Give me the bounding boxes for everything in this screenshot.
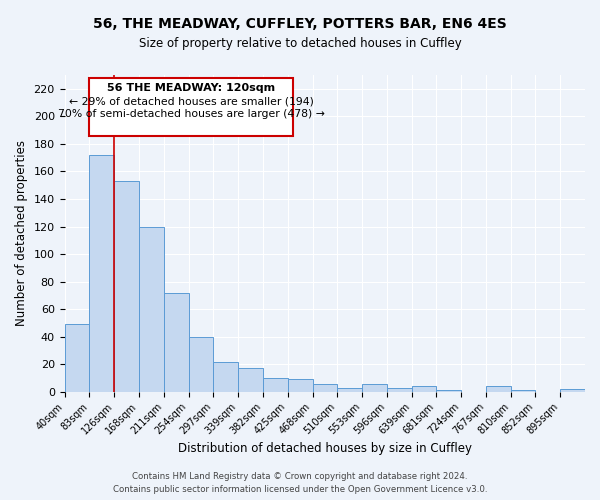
Bar bbox=[362, 384, 387, 392]
Text: Contains public sector information licensed under the Open Government Licence v3: Contains public sector information licen… bbox=[113, 485, 487, 494]
Text: Contains HM Land Registry data © Crown copyright and database right 2024.: Contains HM Land Registry data © Crown c… bbox=[132, 472, 468, 481]
Y-axis label: Number of detached properties: Number of detached properties bbox=[15, 140, 28, 326]
Bar bbox=[560, 389, 585, 392]
Text: ← 29% of detached houses are smaller (194): ← 29% of detached houses are smaller (19… bbox=[69, 96, 314, 106]
Bar bbox=[313, 384, 337, 392]
FancyBboxPatch shape bbox=[89, 78, 293, 136]
Bar bbox=[511, 390, 535, 392]
Text: 56, THE MEADWAY, CUFFLEY, POTTERS BAR, EN6 4ES: 56, THE MEADWAY, CUFFLEY, POTTERS BAR, E… bbox=[93, 18, 507, 32]
Text: Size of property relative to detached houses in Cuffley: Size of property relative to detached ho… bbox=[139, 38, 461, 51]
Bar bbox=[164, 292, 188, 392]
Bar bbox=[65, 324, 89, 392]
Bar bbox=[287, 380, 313, 392]
Text: 56 THE MEADWAY: 120sqm: 56 THE MEADWAY: 120sqm bbox=[107, 84, 275, 94]
Bar bbox=[139, 226, 164, 392]
Text: 70% of semi-detached houses are larger (478) →: 70% of semi-detached houses are larger (… bbox=[58, 110, 325, 120]
X-axis label: Distribution of detached houses by size in Cuffley: Distribution of detached houses by size … bbox=[178, 442, 472, 455]
Bar bbox=[412, 386, 436, 392]
Bar bbox=[486, 386, 511, 392]
Bar bbox=[188, 336, 214, 392]
Bar bbox=[115, 181, 139, 392]
Bar bbox=[337, 388, 362, 392]
Bar bbox=[263, 378, 287, 392]
Bar bbox=[238, 368, 263, 392]
Bar bbox=[214, 362, 238, 392]
Bar bbox=[89, 155, 115, 392]
Bar bbox=[387, 388, 412, 392]
Bar bbox=[436, 390, 461, 392]
